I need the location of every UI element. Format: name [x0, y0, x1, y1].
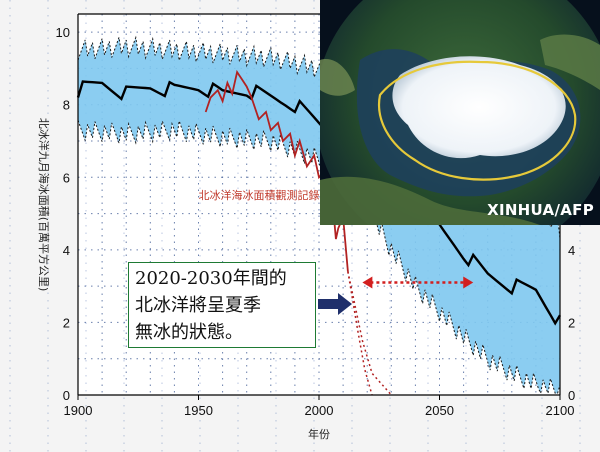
x-tick-label: 2000 [305, 403, 334, 418]
y-tick-label-left: 8 [63, 98, 70, 113]
x-tick-label: 2050 [425, 403, 454, 418]
ice-free-range-arrowhead-right [463, 276, 474, 289]
arctic-globe-image [320, 0, 600, 225]
conclusion-callout: 2020-2030年間的 北冰洋將呈夏季 無冰的狀態。 [128, 262, 316, 348]
x-tick-label: 1950 [184, 403, 213, 418]
arctic-satellite-inset: XINHUA/AFP [320, 0, 600, 225]
observed-record-label: 北冰洋海冰面積觀測記錄 [199, 188, 320, 202]
y-tick-label-right: 4 [568, 243, 575, 258]
callout-line-1: 2020-2030年間的 [135, 268, 287, 289]
y-tick-label-right: 0 [568, 388, 575, 403]
median-ice-edge-line [377, 60, 577, 181]
x-axis-title: 年份 [308, 427, 330, 441]
y-tick-label-left: 10 [56, 25, 70, 40]
y-tick-label-left: 6 [63, 170, 70, 185]
annotation-layer: 北冰洋海冰面積觀測記錄 [199, 188, 474, 315]
ice-free-range-arrowhead-left [362, 276, 373, 289]
image-credit: XINHUA/AFP [487, 201, 594, 219]
y-tick-label-left: 4 [63, 243, 70, 258]
y-tick-label-left: 0 [63, 388, 70, 403]
y-tick-label-left: 2 [63, 315, 70, 330]
callout-line-3: 無冰的狀態。 [135, 322, 243, 343]
y-tick-label-right: 2 [568, 315, 575, 330]
band-lower-edge [77, 119, 561, 396]
callout-pointer-arrow [318, 293, 352, 315]
sea-ice-cap [392, 56, 566, 159]
callout-line-2: 北冰洋將呈夏季 [135, 295, 261, 316]
x-tick-label: 2100 [546, 403, 575, 418]
x-tick-label: 1900 [64, 403, 93, 418]
band-upper-edge [77, 35, 561, 239]
y-axis-title: 北冰洋九月海冰面積(百萬平方公里) [37, 118, 51, 292]
extrapolation-line [347, 271, 392, 396]
